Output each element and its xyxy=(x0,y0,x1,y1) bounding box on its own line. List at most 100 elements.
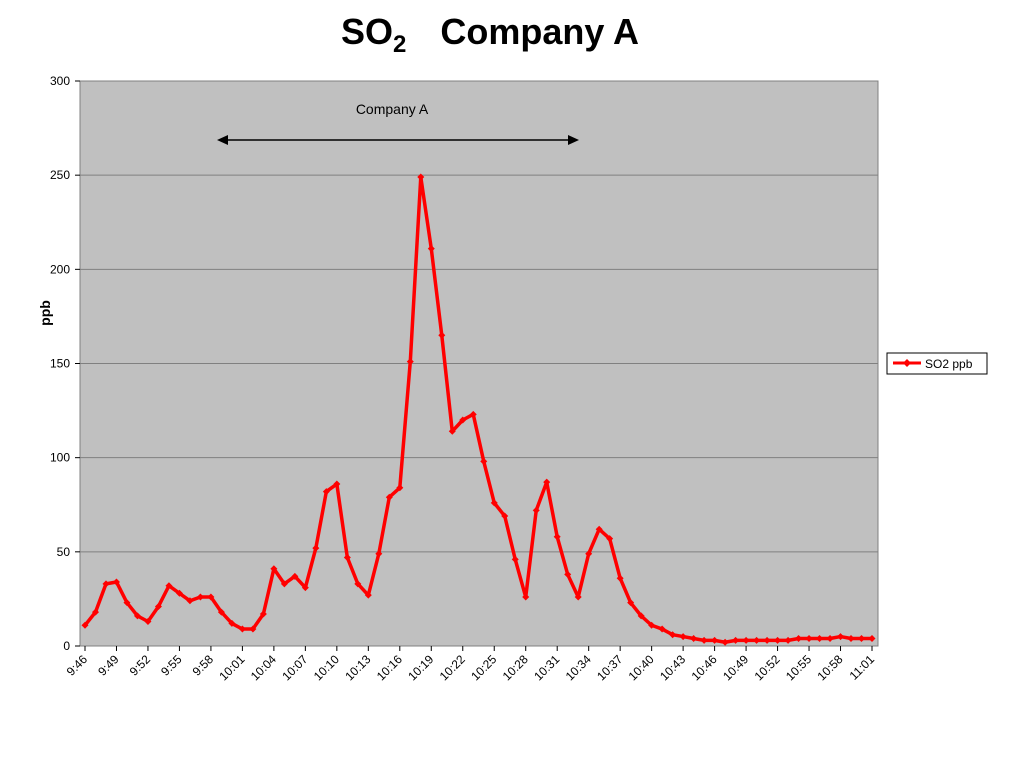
data-point xyxy=(112,578,120,586)
data-point xyxy=(480,457,488,465)
data-point xyxy=(858,634,866,642)
y-tick-label: 50 xyxy=(57,545,71,559)
data-point xyxy=(333,480,341,488)
legend: SO2 ppb xyxy=(886,352,988,375)
data-point xyxy=(249,625,257,633)
legend-marker xyxy=(903,359,911,367)
data-point xyxy=(417,173,425,181)
data-point xyxy=(301,584,309,592)
data-point xyxy=(154,602,162,610)
data-point xyxy=(501,512,509,520)
data-point xyxy=(175,589,183,597)
x-tick-label: 9:49 xyxy=(95,652,122,679)
data-point xyxy=(228,619,236,627)
legend-box xyxy=(886,352,988,375)
data-point xyxy=(270,565,278,573)
data-point xyxy=(259,610,267,618)
x-tick-label: 10:37 xyxy=(594,652,625,683)
x-tick-label: 10:46 xyxy=(689,652,720,683)
data-point xyxy=(469,410,477,418)
data-point xyxy=(648,621,656,629)
chart-title: SO2 Company A xyxy=(341,11,639,58)
data-point xyxy=(396,484,404,492)
data-point xyxy=(102,580,110,588)
x-tick-label: 10:16 xyxy=(374,652,405,683)
y-tick-label: 150 xyxy=(50,357,70,371)
legend-label: SO2 ppb xyxy=(925,357,973,371)
x-tick-label: 10:31 xyxy=(531,652,562,683)
x-tick-label: 10:10 xyxy=(311,652,342,683)
x-tick-label: 10:40 xyxy=(626,652,657,683)
data-point xyxy=(658,625,666,633)
x-tick-label: 10:25 xyxy=(468,652,499,683)
data-point xyxy=(774,636,782,644)
title-subscript: 2 xyxy=(393,31,406,58)
data-point xyxy=(459,416,467,424)
x-tick-label: 9:52 xyxy=(127,652,154,679)
annotation: Company A xyxy=(356,101,429,117)
data-point xyxy=(669,631,677,639)
x-tick-label: 10:19 xyxy=(405,652,436,683)
data-point xyxy=(196,593,204,601)
data-point xyxy=(364,591,372,599)
data-point xyxy=(217,608,225,616)
data-point xyxy=(81,621,89,629)
x-tick-label: 10:52 xyxy=(752,652,783,683)
title-text: SO xyxy=(341,11,393,52)
x-tick-label: 11:01 xyxy=(847,652,878,683)
y-tick-label: 300 xyxy=(50,74,70,88)
data-point xyxy=(742,636,750,644)
data-point xyxy=(238,625,246,633)
data-point xyxy=(343,553,351,561)
x-tick-label: 10:55 xyxy=(783,652,814,683)
series-line xyxy=(83,175,872,644)
x-tick-label: 10:28 xyxy=(500,652,531,683)
x-tick-label: 10:01 xyxy=(216,652,247,683)
data-point xyxy=(868,634,876,642)
data-point xyxy=(627,599,635,607)
data-point xyxy=(490,499,498,507)
x-tick-label: 10:43 xyxy=(657,652,688,683)
data-point xyxy=(91,608,99,616)
data-point xyxy=(826,634,834,642)
y-axis-label: ppb xyxy=(37,300,53,326)
data-point xyxy=(564,570,572,578)
y-tick-label: 250 xyxy=(50,168,70,182)
data-point xyxy=(721,638,729,646)
data-point xyxy=(375,550,383,558)
data-point xyxy=(763,636,771,644)
data-point xyxy=(438,331,446,339)
data-point xyxy=(354,580,362,588)
data-point xyxy=(690,634,698,642)
data-point xyxy=(784,636,792,644)
x-tick-label: 10:22 xyxy=(437,652,468,683)
data-point xyxy=(616,574,624,582)
x-tick-label: 10:07 xyxy=(279,652,310,683)
data-point xyxy=(637,612,645,620)
data-point xyxy=(448,427,456,435)
data-point xyxy=(595,525,603,533)
annotation-arrow xyxy=(217,135,579,145)
x-tick-label: 10:58 xyxy=(815,652,846,683)
arrow-head xyxy=(568,135,579,145)
data-point xyxy=(700,636,708,644)
title-rest: Company A xyxy=(440,11,639,52)
x-tick-label: 10:49 xyxy=(720,652,751,683)
x-tick-label: 10:13 xyxy=(342,652,373,683)
data-point xyxy=(522,593,530,601)
data-point xyxy=(837,633,845,641)
data-point xyxy=(585,550,593,558)
data-point xyxy=(133,612,141,620)
y-tick-label: 200 xyxy=(50,262,70,276)
data-point xyxy=(847,634,855,642)
data-point xyxy=(312,544,320,552)
x-tick-label: 10:34 xyxy=(563,652,594,683)
x-tick-label: 9:46 xyxy=(64,652,91,679)
y-tick-label: 100 xyxy=(50,451,70,465)
x-tick-label: 9:58 xyxy=(190,652,217,679)
data-point xyxy=(553,533,561,541)
data-point xyxy=(144,618,152,626)
data-point xyxy=(606,535,614,543)
